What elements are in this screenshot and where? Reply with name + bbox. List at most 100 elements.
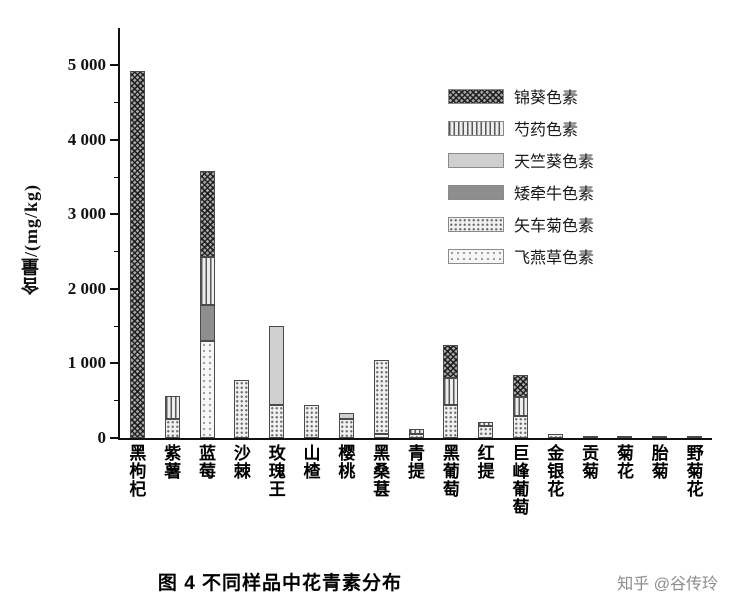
y-major-tick — [110, 287, 119, 290]
bar-黑葡萄 — [443, 344, 459, 438]
x-label-蓝莓: 蓝莓 — [196, 444, 216, 480]
bar-segment-矢车菊色素 — [652, 436, 668, 438]
solid-dark-swatch-icon — [448, 184, 504, 200]
x-label-山楂: 山楂 — [300, 444, 320, 480]
watermark: 知乎 @谷传玲 — [617, 576, 718, 593]
y-major-tick — [110, 138, 119, 141]
bar-segment-飞燕草色素 — [199, 341, 215, 438]
bar-沙棘 — [234, 379, 250, 438]
legend-label: 锦葵色素 — [514, 90, 579, 107]
bar-segment-芍药色素 — [199, 256, 215, 306]
x-label-贡菊: 贡菊 — [579, 444, 599, 480]
y-major-tick — [110, 213, 119, 216]
y-major-tick — [110, 362, 119, 365]
bar-segment-矢车菊色素 — [338, 419, 354, 438]
bar-紫薯 — [164, 395, 180, 438]
legend-label: 天竺葵色素 — [514, 154, 595, 171]
bar-segment-芍药色素 — [164, 395, 180, 420]
y-tick-label: 2 000 — [67, 278, 106, 298]
bar-segment-飞燕草色素 — [373, 434, 389, 438]
y-major-tick — [110, 64, 119, 67]
bar-segment-矢车菊色素 — [617, 436, 633, 438]
legend-label: 芍药色素 — [514, 122, 579, 139]
y-minor-tick — [114, 325, 119, 327]
x-label-菊花: 菊花 — [613, 444, 633, 480]
bar-segment-天竺葵色素 — [338, 413, 354, 420]
x-axis-labels: 黑枸杞 紫薯 蓝莓 沙棘 玫瑰王 山楂 樱桃 黑桑葚 青提 黑葡萄 红提 巨峰葡萄 金银花 贡菊 菊花 胎菊野… — [118, 444, 710, 564]
bar-segment-矮牵牛色素 — [199, 305, 215, 342]
bar-蓝莓 — [199, 171, 215, 438]
bar-山楂 — [304, 404, 320, 438]
plot-area: 锦葵色素芍药色素天竺葵色素矮牵牛色素矢车菊色素飞燕草色素 0 1 000 2 000… — [68, 28, 712, 447]
y-tick-label: 5 000 — [67, 55, 106, 75]
bar-巨峰葡萄 — [512, 374, 528, 438]
bar-segment-矢车菊色素 — [373, 359, 389, 435]
x-label-紫薯: 紫薯 — [161, 444, 181, 480]
bar-黑桑葚 — [373, 359, 389, 438]
legend-item-矮牵牛色素: 矮牵牛色素 — [448, 180, 594, 204]
bar-segment-矢车菊色素 — [443, 404, 459, 438]
bar-segment-矢车菊色素 — [478, 426, 494, 438]
y-tick-label: 3 000 — [67, 204, 106, 224]
bar-segment-芍药色素 — [443, 378, 459, 405]
y-major-tick — [110, 437, 119, 439]
y-tick-label: 4 000 — [67, 129, 106, 149]
bar-segment-矢车菊色素 — [512, 415, 528, 438]
legend-item-飞燕草色素: 飞燕草色素 — [448, 244, 594, 268]
bar-segment-锦葵色素 — [129, 71, 145, 438]
y-minor-tick — [114, 400, 119, 402]
solid-light-swatch-icon — [448, 152, 504, 168]
y-minor-tick — [114, 102, 119, 104]
bar-segment-芍药色素 — [408, 429, 424, 434]
bar-segment-芍药色素 — [512, 397, 528, 416]
bar-segment-锦葵色素 — [199, 171, 215, 257]
bar-segment-矢车菊色素 — [269, 404, 285, 438]
x-label-青提: 青提 — [405, 444, 424, 480]
x-label-野菊花: 野菊花 — [683, 444, 703, 498]
bar-segment-矢车菊色素 — [164, 419, 180, 438]
x-label-玫瑰王: 玫瑰王 — [265, 444, 285, 498]
bar-segment-锦葵色素 — [443, 344, 459, 379]
bar-贡菊 — [582, 436, 598, 438]
x-label-樱桃: 樱桃 — [335, 444, 355, 480]
y-minor-tick — [114, 251, 119, 253]
bar-segment-矢车菊色素 — [687, 435, 703, 438]
vstripes-swatch-icon — [448, 120, 504, 136]
bar-菊花 — [617, 436, 633, 438]
bar-segment-天竺葵色素 — [269, 326, 285, 405]
bar-黑枸杞 — [129, 71, 145, 438]
x-label-黑枸杞: 黑枸杞 — [126, 444, 146, 498]
bar-segment-矢车菊色素 — [582, 436, 598, 438]
y-tick-label: 0 — [97, 428, 107, 447]
bar-玫瑰王 — [269, 326, 285, 438]
legend-label: 矮牵牛色素 — [514, 186, 595, 203]
legend-item-天竺葵色素: 天竺葵色素 — [448, 148, 594, 172]
bar-segment-芍药色素 — [478, 421, 494, 427]
bar-野菊花 — [687, 435, 703, 438]
legend: 锦葵色素芍药色素天竺葵色素矮牵牛色素矢车菊色素飞燕草色素 — [448, 84, 594, 276]
y-minor-tick — [114, 176, 119, 178]
y-axis-title: 含量/(mg/kg) — [21, 184, 41, 296]
dots-swatch-icon — [448, 216, 504, 232]
legend-item-锦葵色素: 锦葵色素 — [448, 84, 594, 108]
bar-segment-锦葵色素 — [512, 374, 528, 398]
bar-segment-矢车菊色素 — [304, 404, 320, 438]
bar-青提 — [408, 429, 424, 438]
y-tick-label: 1 000 — [67, 353, 106, 373]
bar-红提 — [478, 421, 494, 438]
x-label-金银花: 金银花 — [544, 444, 564, 498]
legend-label: 矢车菊色素 — [514, 218, 595, 235]
dots-light-swatch-icon — [448, 248, 504, 264]
bar-segment-矢车菊色素 — [234, 379, 250, 438]
legend-item-芍药色素: 芍药色素 — [448, 116, 594, 140]
bar-segment-矢车菊色素 — [547, 434, 563, 438]
x-label-黑桑葚: 黑桑葚 — [370, 444, 390, 498]
x-label-胎菊: 胎菊 — [648, 444, 668, 480]
x-label-巨峰葡萄: 巨峰葡萄 — [509, 444, 529, 516]
x-label-黑葡萄: 黑葡萄 — [439, 444, 459, 498]
figure-caption: 图 4 不同样品中花青素分布 — [157, 573, 403, 594]
bar-segment-矢车菊色素 — [408, 433, 424, 438]
legend-item-矢车菊色素: 矢车菊色素 — [448, 212, 594, 236]
bar-樱桃 — [338, 413, 354, 438]
